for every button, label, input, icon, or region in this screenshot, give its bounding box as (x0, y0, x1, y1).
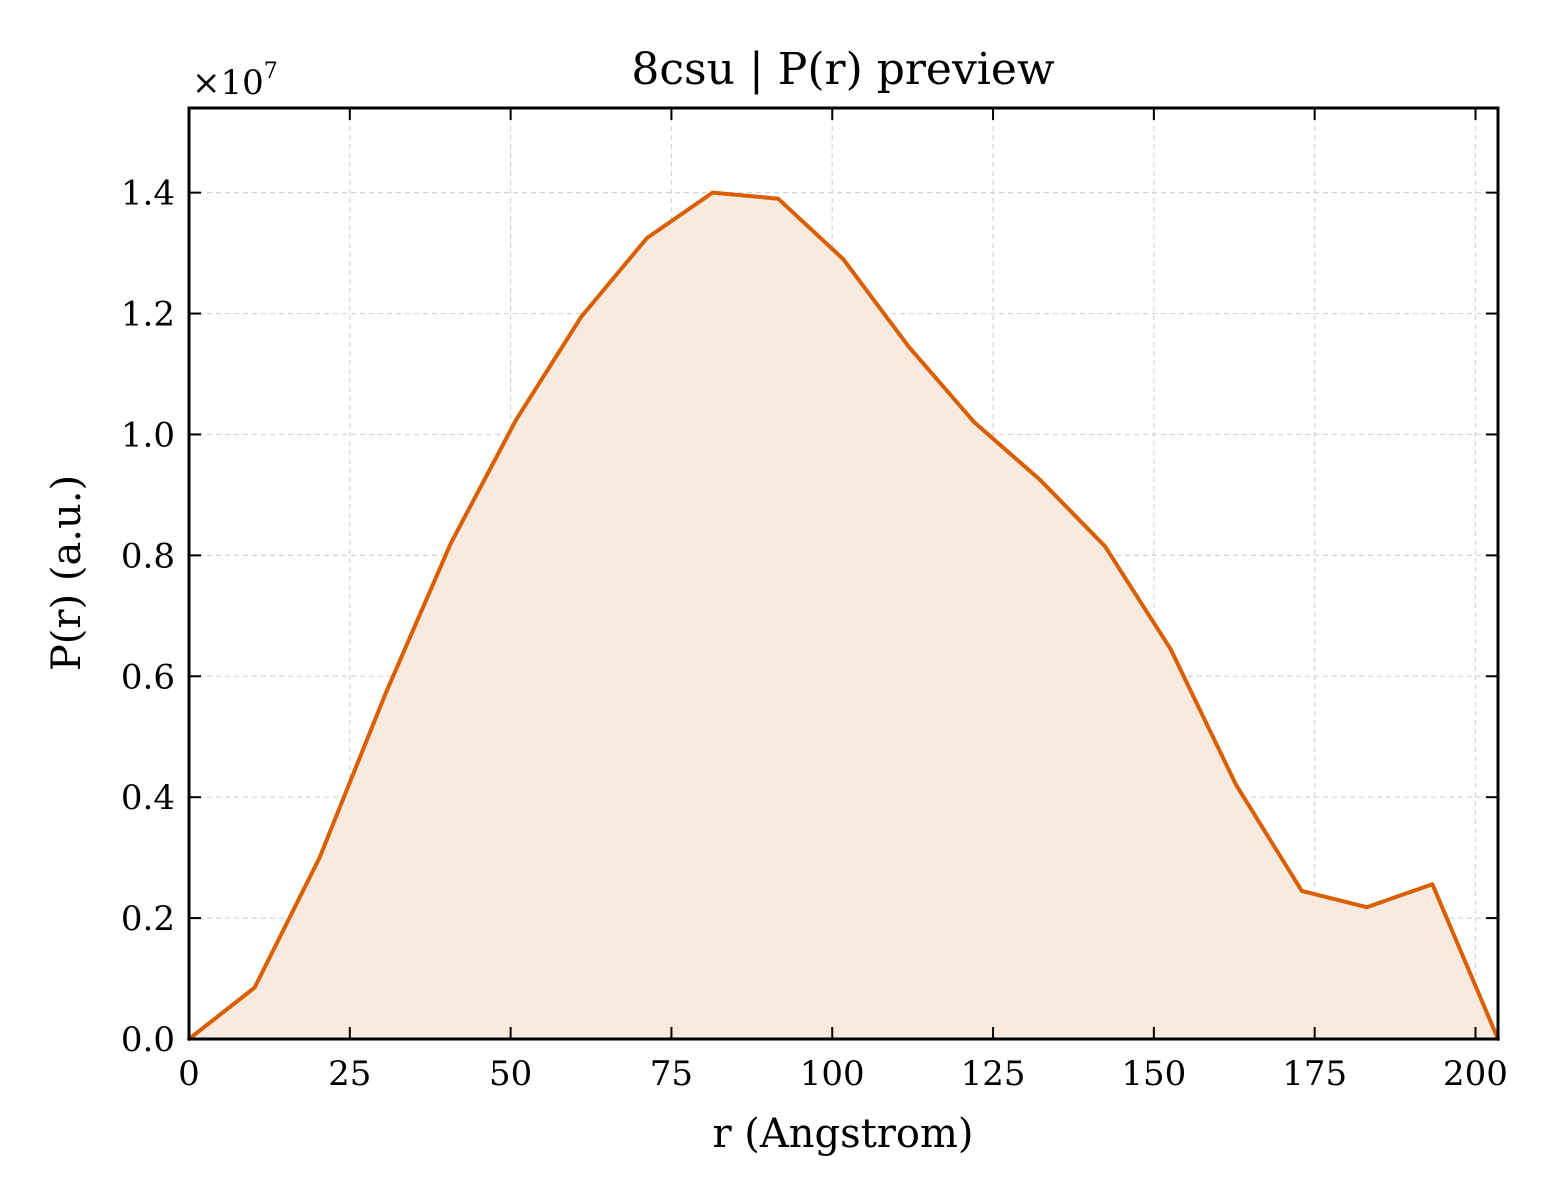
y-multiplier-base: ×10 (192, 63, 264, 103)
pr-area-fill (189, 192, 1498, 1040)
y-multiplier-label: ×107 (192, 59, 278, 103)
x-tick-label: 75 (650, 1054, 693, 1094)
x-tick-label: 100 (800, 1054, 865, 1094)
y-axis-label: P(r) (a.u.) (44, 475, 90, 671)
x-tick-label: 175 (1282, 1054, 1347, 1094)
y-tick-label: 0.0 (121, 1020, 175, 1060)
axis-ticks (188, 108, 1498, 1040)
chart-title: 8csu | P(r) preview (631, 44, 1055, 95)
y-tick-label: 0.8 (121, 536, 175, 576)
x-axis-label: r (Angstrom) (712, 1111, 973, 1157)
x-tick-label: 200 (1443, 1054, 1508, 1094)
y-tick-label: 0.4 (121, 778, 175, 818)
plot-frame (187, 106, 1500, 1041)
x-tick-label: 150 (1121, 1054, 1186, 1094)
y-tick-label: 0.2 (121, 899, 175, 939)
y-tick-label: 0.6 (121, 657, 175, 697)
y-multiplier-exponent: 7 (264, 59, 278, 84)
y-tick-label: 1.2 (121, 295, 175, 335)
y-tick-label: 1.4 (121, 174, 175, 214)
x-tick-label: 125 (961, 1054, 1026, 1094)
x-tick-label: 25 (328, 1054, 371, 1094)
x-tick-label: 50 (489, 1054, 532, 1094)
y-tick-label: 1.0 (121, 415, 175, 455)
axis-tick-labels: 0 25 50 75 100 125 150 175 200 0.0 0.2 0.4 0.6 0.8 1.0… (121, 174, 1508, 1094)
x-tick-label: 0 (178, 1054, 200, 1094)
